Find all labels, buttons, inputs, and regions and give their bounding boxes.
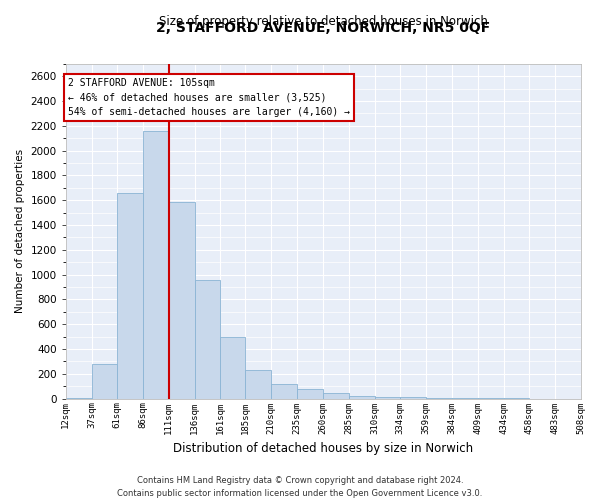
Bar (323, 393, 349, 398)
Bar (194, 280, 220, 398)
Bar (116, 193, 143, 398)
Bar (375, 397, 400, 398)
Bar (169, 202, 194, 398)
Bar (245, 370, 271, 398)
Bar (271, 384, 297, 398)
Bar (297, 388, 323, 398)
Bar (143, 131, 169, 398)
Bar (220, 336, 245, 398)
Text: Contains HM Land Registry data © Crown copyright and database right 2024.
Contai: Contains HM Land Registry data © Crown c… (118, 476, 482, 498)
Bar (92, 364, 116, 398)
Bar (349, 396, 375, 398)
Title: Size of property relative to detached houses in Norwich: Size of property relative to detached ho… (159, 15, 488, 28)
Text: 2 STAFFORD AVENUE: 105sqm
← 46% of detached houses are smaller (3,525)
54% of se: 2 STAFFORD AVENUE: 105sqm ← 46% of detac… (68, 78, 350, 117)
Text: 2, STAFFORD AVENUE, NORWICH, NR5 0QF: 2, STAFFORD AVENUE, NORWICH, NR5 0QF (156, 22, 490, 36)
X-axis label: Distribution of detached houses by size in Norwich: Distribution of detached houses by size … (173, 442, 473, 455)
Y-axis label: Number of detached properties: Number of detached properties (15, 149, 25, 314)
Bar (400, 397, 426, 398)
